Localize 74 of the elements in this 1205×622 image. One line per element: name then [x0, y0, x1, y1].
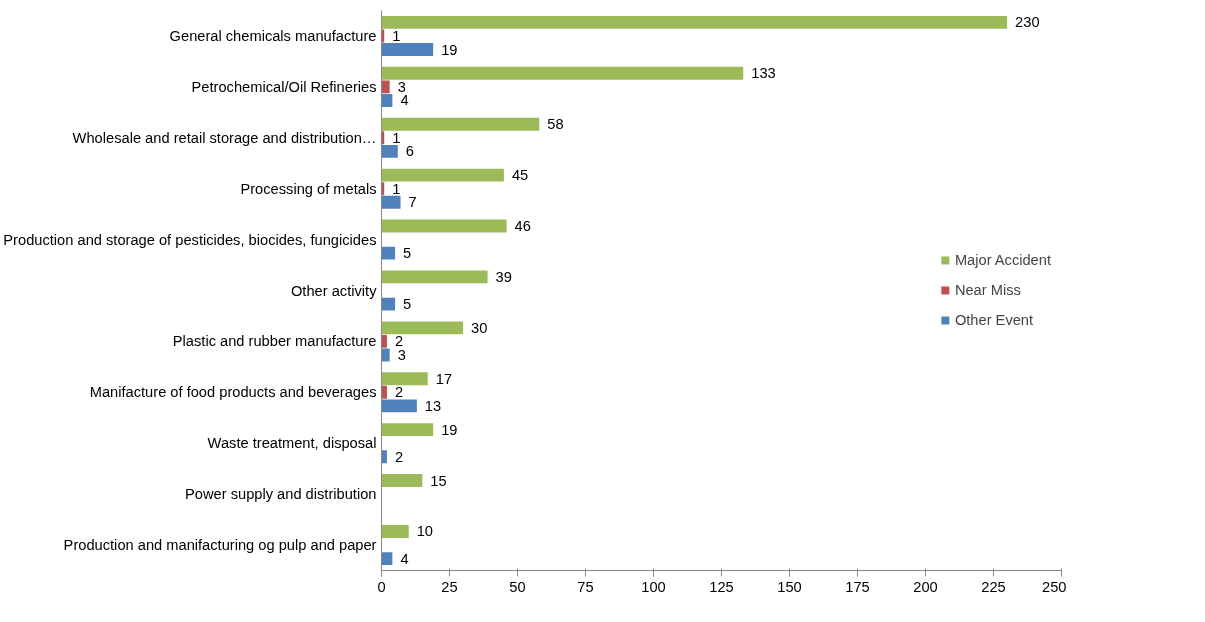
data-label: 5 — [403, 245, 412, 262]
data-label: 133 — [751, 65, 776, 82]
legend-label: Other Event — [954, 312, 1034, 328]
data-label: 1 — [392, 180, 401, 197]
y-tick-label: Other activity — [290, 282, 378, 299]
data-label: 1 — [392, 129, 401, 146]
data-label: 1 — [392, 27, 401, 44]
data-label: 19 — [441, 41, 458, 58]
bar — [381, 246, 396, 260]
bar — [381, 525, 409, 538]
y-tick-label: Production and storage of pesticides, biocides, fungicides — [3, 231, 377, 248]
y-tick-label: Processing of metals — [240, 180, 377, 197]
y-tick-label: Power supply and distribution — [185, 486, 377, 503]
data-label: 2 — [394, 384, 404, 401]
data-label: 2 — [394, 448, 404, 465]
data-label: 17 — [435, 370, 453, 387]
bar — [381, 552, 393, 566]
bar — [381, 399, 417, 413]
bar — [381, 144, 398, 158]
x-tick-label: 175 — [845, 578, 870, 595]
bar — [381, 219, 507, 233]
bar — [381, 334, 387, 348]
data-label: 7 — [408, 194, 417, 211]
bar — [381, 15, 1008, 29]
y-tick-label: Manifacture of food products and beverages — [89, 384, 377, 401]
bar — [381, 474, 423, 488]
bar — [381, 297, 396, 311]
bar — [381, 80, 390, 94]
x-tick-label: 25 — [441, 578, 458, 595]
x-tick-label: 200 — [913, 578, 938, 595]
bar — [381, 93, 393, 107]
y-tick-label: Plastic and rubber manufacture — [172, 333, 377, 350]
bar — [381, 372, 428, 386]
y-tick-label: Waste treatment, disposal — [207, 435, 377, 452]
x-tick-label: 150 — [777, 578, 802, 595]
data-label: 230 — [1015, 14, 1040, 31]
data-label: 10 — [416, 523, 434, 540]
legend-label: Major Accident — [954, 252, 1051, 268]
bar — [381, 195, 401, 209]
bar — [381, 321, 464, 335]
bar — [381, 423, 434, 437]
bar — [381, 43, 434, 56]
data-label: 15 — [430, 472, 447, 489]
data-label: 6 — [405, 143, 414, 160]
data-label: 4 — [400, 550, 409, 567]
data-label: 39 — [495, 268, 512, 285]
bar — [381, 450, 387, 464]
bar — [381, 66, 744, 80]
data-label: 3 — [397, 78, 406, 95]
x-tick-label: 75 — [577, 578, 594, 595]
data-label: 30 — [471, 319, 488, 336]
data-label: 45 — [511, 167, 529, 184]
data-label: 5 — [403, 296, 412, 313]
y-tick-label: Production and manifacturing og pulp and paper — [63, 537, 377, 554]
bar — [381, 348, 390, 362]
x-tick-label: 250 — [1042, 578, 1067, 595]
data-label: 4 — [400, 92, 409, 109]
legend-label: Near Miss — [954, 282, 1021, 298]
bar — [381, 385, 387, 399]
bar — [381, 117, 540, 131]
x-tick-label: 100 — [641, 578, 666, 595]
data-label: 46 — [514, 218, 531, 235]
y-tick-label: Wholesale and retail storage and distribution… — [72, 129, 377, 146]
bar — [381, 168, 504, 182]
x-tick-label: 0 — [377, 578, 386, 595]
data-label: 58 — [547, 116, 564, 133]
bar — [381, 270, 488, 284]
y-tick-label: General chemicals manufacture — [169, 27, 377, 44]
y-tick-label: Petrochemical/Oil Refineries — [191, 78, 377, 95]
x-tick-label: 50 — [509, 578, 526, 595]
data-label: 19 — [441, 421, 458, 438]
x-tick-label: 125 — [709, 578, 734, 595]
data-label: 13 — [424, 397, 442, 414]
x-tick-label: 225 — [981, 578, 1006, 595]
